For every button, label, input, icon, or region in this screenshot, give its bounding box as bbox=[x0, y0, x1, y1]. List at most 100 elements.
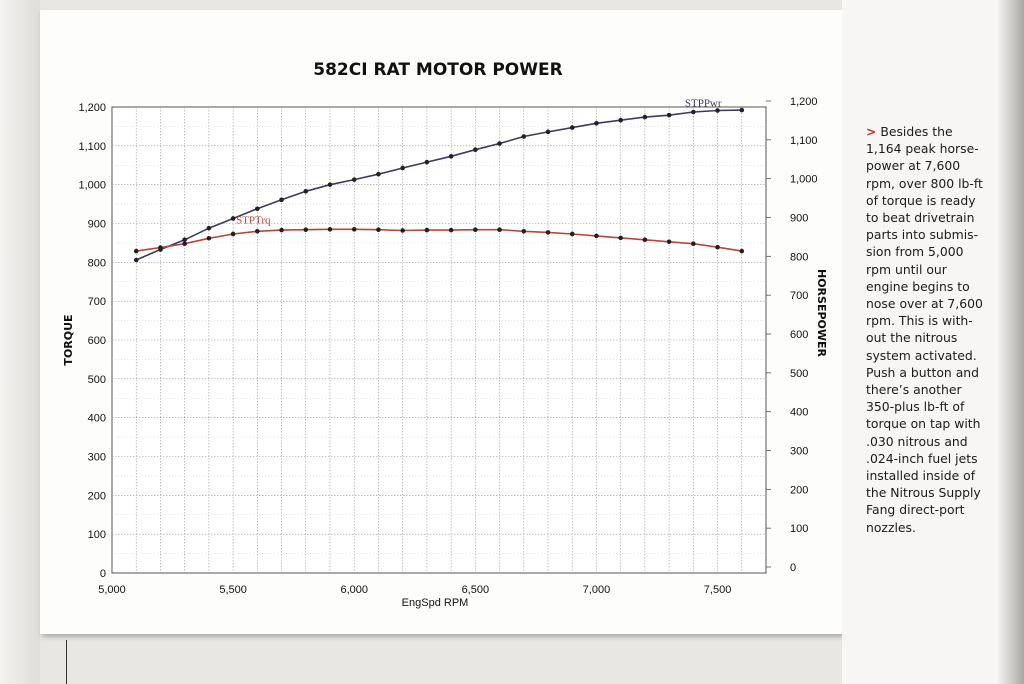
data-point bbox=[642, 237, 648, 243]
data-point bbox=[133, 248, 139, 254]
data-point bbox=[569, 231, 575, 237]
y-left-tick-label: 700 bbox=[88, 296, 106, 308]
y-left-tick-label: 0 bbox=[100, 568, 106, 580]
caption-line: 1,164 peak horse- bbox=[866, 141, 979, 157]
data-point bbox=[473, 227, 478, 233]
y-left-tick-label: 100 bbox=[88, 529, 106, 541]
data-point bbox=[666, 239, 672, 245]
y-right-tick-label: 600 bbox=[790, 329, 808, 341]
data-point bbox=[691, 241, 696, 246]
data-point bbox=[206, 225, 212, 231]
caption-line: .030 nitrous and bbox=[866, 433, 968, 449]
caption-line: sion from 5,000 bbox=[866, 244, 964, 260]
y-left-tick-label: 400 bbox=[88, 413, 106, 425]
data-point bbox=[618, 235, 623, 241]
caption-line: > Besides the bbox=[866, 124, 953, 139]
x-tick-label: 6,000 bbox=[340, 584, 368, 596]
data-point bbox=[545, 230, 551, 235]
data-point bbox=[400, 165, 405, 171]
chart-title: 582CI RAT MOTOR POWER bbox=[313, 60, 562, 80]
x-axis-title: EngSpd RPM bbox=[402, 597, 469, 609]
caption-line: nose over at 7,600 bbox=[866, 296, 983, 312]
caption-line: 350-plus lb-ft of bbox=[866, 399, 965, 415]
data-point bbox=[351, 227, 357, 232]
data-point bbox=[351, 177, 357, 182]
caption-line: there’s another bbox=[866, 382, 962, 398]
y-right-tick-label: 300 bbox=[790, 446, 808, 458]
data-point bbox=[521, 228, 527, 234]
x-tick-label: 7,500 bbox=[704, 584, 732, 596]
x-tick-label: 5,500 bbox=[219, 584, 247, 596]
y-left-tick-label: 800 bbox=[88, 257, 106, 269]
caption-line: Fang direct-port bbox=[866, 502, 965, 518]
caption-line: the Nitrous Supply bbox=[866, 485, 981, 501]
data-point bbox=[279, 197, 284, 203]
y-left-tick-label: 200 bbox=[88, 490, 106, 502]
caption-line: rpm, over 800 lb-ft bbox=[866, 175, 983, 191]
grid-lines bbox=[112, 107, 766, 573]
caption-line: to beat drivetrain bbox=[866, 210, 975, 226]
data-point bbox=[618, 117, 623, 123]
data-point bbox=[715, 244, 720, 250]
data-point bbox=[182, 237, 187, 243]
y-right-tick-label: 200 bbox=[790, 484, 808, 496]
caption-line: nozzles. bbox=[866, 519, 916, 535]
caption-line: rpm until our bbox=[866, 261, 947, 277]
data-point bbox=[569, 125, 575, 130]
caption-line: Push a button and bbox=[866, 364, 980, 380]
data-point bbox=[424, 159, 430, 165]
y-right-tick-label: 0 bbox=[790, 562, 796, 574]
data-point bbox=[206, 235, 212, 241]
caption-text: > Besides the 1,164 peak horse-power at 7… bbox=[866, 123, 994, 536]
data-point bbox=[739, 107, 745, 113]
y-right-tick-label: 700 bbox=[790, 290, 808, 302]
data-point bbox=[376, 171, 381, 177]
y-left-tick-label: 1,100 bbox=[78, 141, 106, 153]
caption-line: engine begins to bbox=[866, 278, 970, 294]
data-point bbox=[158, 245, 163, 250]
data-point bbox=[303, 227, 309, 233]
data-point bbox=[230, 231, 236, 237]
caption-line: power at 7,600 bbox=[866, 158, 961, 174]
y-right-tick-label: 500 bbox=[790, 368, 808, 380]
margin-rule bbox=[66, 640, 67, 684]
data-point bbox=[255, 206, 260, 212]
data-point bbox=[545, 129, 551, 135]
data-point bbox=[327, 227, 333, 232]
x-tick-label: 7,000 bbox=[583, 584, 611, 596]
caption-line: of torque is ready bbox=[866, 192, 976, 208]
y-right-tick-label: 900 bbox=[790, 213, 808, 225]
data-point bbox=[448, 227, 454, 233]
y-right-tick-label: 1,100 bbox=[790, 135, 818, 147]
data-point bbox=[594, 121, 599, 126]
caption-line: installed inside of bbox=[866, 468, 976, 484]
caption-arrow-icon: > bbox=[866, 124, 877, 139]
data-point bbox=[497, 227, 502, 233]
data-point bbox=[376, 227, 381, 233]
series-line-stppwr bbox=[135, 109, 742, 261]
y-right-tick-label: 400 bbox=[790, 407, 808, 419]
data-point bbox=[424, 227, 430, 233]
y-left-tick-label: 900 bbox=[88, 219, 106, 231]
data-point bbox=[521, 134, 527, 139]
caption-line: torque on tap with bbox=[866, 416, 981, 432]
data-point bbox=[230, 216, 236, 221]
y-right-tick-label: 1,000 bbox=[790, 174, 818, 186]
right-column bbox=[842, 0, 1024, 684]
data-point bbox=[448, 154, 454, 159]
data-point bbox=[691, 109, 696, 115]
data-point bbox=[327, 182, 333, 187]
data-point bbox=[739, 248, 745, 254]
y-axis-right-title: HORSEPOWER bbox=[815, 269, 828, 358]
data-point bbox=[255, 228, 260, 234]
y-left-tick-label: 500 bbox=[88, 374, 106, 386]
data-point bbox=[666, 112, 672, 118]
y-left-tick-label: 600 bbox=[88, 335, 106, 347]
caption-line: rpm. This is with- bbox=[866, 313, 973, 329]
data-point bbox=[473, 147, 478, 153]
data-point bbox=[642, 114, 648, 120]
y-axis-left-title: TORQUE bbox=[62, 314, 75, 365]
axes: 5,000 5,500 6,000 6,500 7,000 7,500 0 100 200 300… bbox=[78, 96, 817, 596]
y-left-tick-label: 300 bbox=[88, 452, 106, 464]
